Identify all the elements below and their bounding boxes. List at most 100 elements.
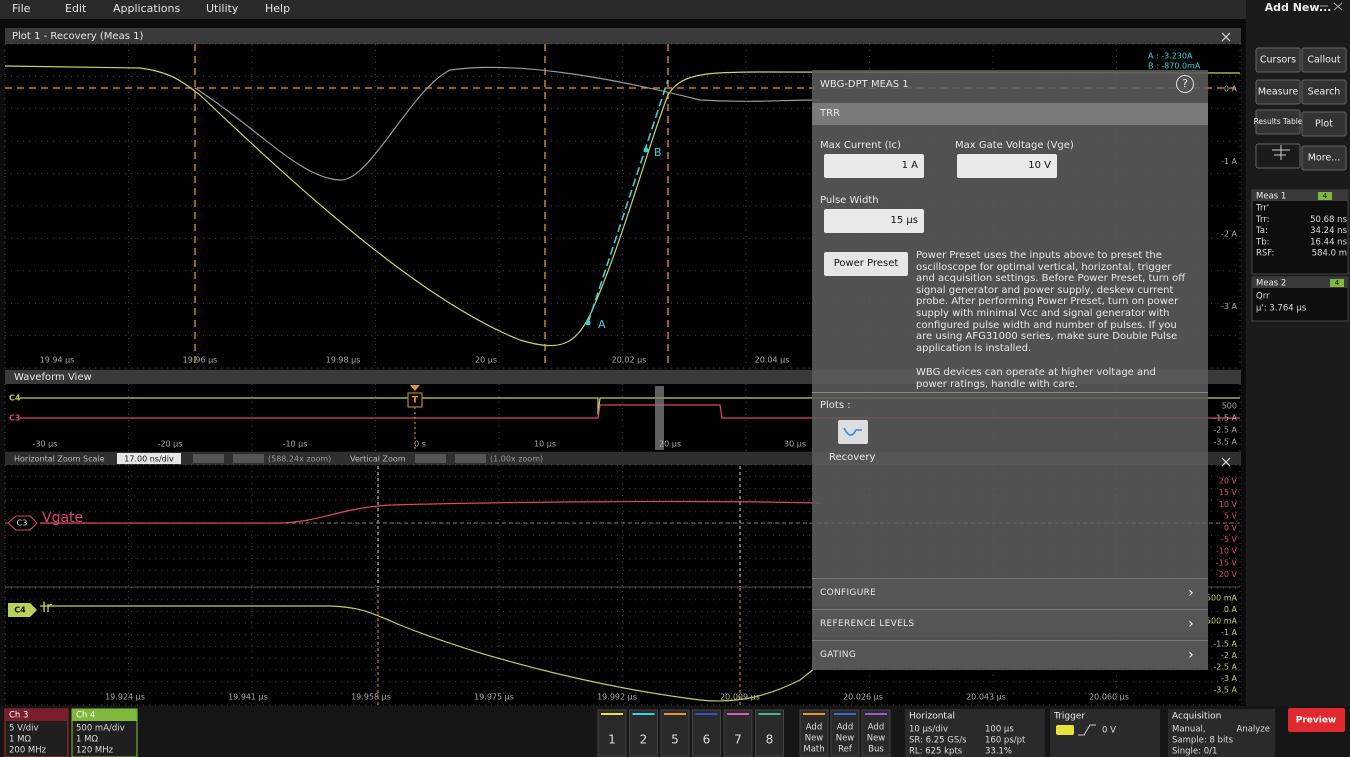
channel-setting: 1 MΩ — [9, 735, 31, 745]
x-tick-label: 30 µs — [784, 440, 806, 449]
y-tick-label: -2.5 A — [1213, 426, 1237, 435]
trace-label: Vgate — [42, 510, 83, 526]
slope-line — [587, 79, 669, 324]
window-controls[interactable] — [1320, 2, 1343, 11]
y-tick-label: -15 V — [1216, 558, 1238, 567]
meas-name: Trr' — [1255, 204, 1269, 214]
marker-dot — [585, 320, 591, 326]
meas-value: μ': 3.764 μs — [1256, 304, 1307, 314]
channel-badge: C4 — [14, 606, 26, 615]
add-new-button[interactable] — [830, 709, 860, 757]
meas-name: RSF: — [1256, 249, 1274, 259]
slot-button[interactable] — [660, 709, 690, 757]
slot-label: 8 — [766, 733, 774, 747]
add-new-label: Math — [803, 745, 824, 755]
zoom-step-button[interactable] — [455, 454, 486, 463]
horizontal-setting: SR: 6.25 GS/s — [909, 736, 967, 746]
slot-button[interactable] — [629, 709, 658, 757]
add-button[interactable] — [1255, 143, 1301, 169]
horizontal-setting: RL: 625 kpts — [909, 747, 963, 757]
zoom-step-button[interactable] — [415, 454, 446, 463]
close-icon[interactable] — [1221, 457, 1231, 467]
section-row[interactable]: REFERENCE LEVELS › — [812, 609, 1208, 637]
recovery-plot-button[interactable] — [838, 420, 868, 444]
x-tick-label: 19.98 µs — [326, 356, 361, 365]
add-new-label: Bus — [868, 745, 884, 755]
ir-trace — [40, 605, 816, 702]
acquisition-setting: Analyze — [1237, 725, 1271, 735]
zoom-window[interactable] — [655, 386, 664, 450]
channel-setting: 1 MΩ — [76, 735, 98, 745]
current-trace — [4, 65, 1241, 347]
channel-title: Ch 4 — [76, 711, 95, 721]
help-icon[interactable]: ? — [1176, 75, 1194, 93]
y-tick-label: 500 mA — [1206, 594, 1238, 603]
add-button[interactable] — [1301, 145, 1347, 171]
add-button[interactable] — [1301, 111, 1347, 137]
add-new-button[interactable] — [799, 709, 829, 757]
slot-button[interactable] — [597, 709, 627, 757]
zoom-step-button[interactable] — [233, 454, 264, 463]
slot-button[interactable] — [723, 709, 753, 757]
button-label: Callout — [1307, 55, 1341, 66]
add-new-label: Ref — [838, 745, 853, 755]
section-row[interactable]: GATING › — [812, 640, 1208, 668]
acquisition-setting: Single: 0/1 — [1172, 747, 1217, 757]
c3-badge — [7, 515, 38, 531]
button-label: Measure — [1258, 87, 1299, 98]
zoom-value: 17.00 ns/div — [124, 455, 174, 464]
y-tick-label: -2.5 A — [1213, 663, 1237, 672]
plot1-traces — [4, 32, 1241, 467]
menu-item: Help — [265, 2, 290, 15]
add-button[interactable] — [1255, 109, 1301, 135]
measurement-dialog: WBG-DPT MEAS 1 ? TRR Max Current (Ic) 1 … — [812, 70, 1208, 670]
y-tick-label: -20 V — [1216, 570, 1238, 579]
divider — [812, 392, 1208, 393]
meas1-box[interactable] — [1251, 189, 1349, 275]
zoom-step-button[interactable] — [193, 454, 224, 463]
slot-button[interactable] — [692, 709, 721, 757]
slot-label: 6 — [703, 733, 711, 747]
c4-badge — [8, 603, 37, 617]
meas-badge-label: 4 — [1335, 279, 1340, 287]
slot-label: 1 — [608, 733, 616, 747]
y-tick-label: -1.5 A — [1213, 414, 1237, 423]
add-button[interactable] — [1255, 47, 1301, 73]
y-tick-label: 20 V — [1219, 477, 1238, 486]
pulse-width-input[interactable]: 15 µs — [824, 209, 924, 233]
panel-title: Waveform View — [14, 372, 92, 383]
add-button[interactable] — [1301, 47, 1347, 73]
horizontal-box[interactable] — [905, 709, 1045, 757]
preview-button[interactable] — [1288, 708, 1345, 732]
chevron: › — [1188, 585, 1194, 601]
slot-button[interactable] — [755, 709, 784, 757]
add-button[interactable] — [1255, 79, 1301, 105]
x-tick-label: 20.009 µs — [720, 693, 760, 702]
close-icon[interactable] — [1221, 32, 1231, 42]
ch4-header — [72, 709, 137, 721]
x-tick-label: -10 µs — [283, 440, 308, 449]
max-current-input[interactable]: 1 A — [824, 154, 924, 178]
max-gate-input[interactable]: 10 V — [957, 154, 1057, 178]
meas-value: 16.44 ns — [1310, 237, 1347, 247]
add-button[interactable] — [1301, 79, 1347, 105]
y-tick-label: 500 — [1222, 402, 1237, 411]
trigger-level: 0 V — [1102, 726, 1116, 736]
add-new-button[interactable] — [861, 709, 891, 757]
channel-badge: C3 — [9, 414, 20, 423]
section-row[interactable]: CONFIGURE › — [812, 578, 1208, 606]
add-new-label: New — [867, 734, 886, 744]
meas-name: Trr: — [1255, 215, 1270, 225]
x-tick-label: 19.94 µs — [40, 356, 75, 365]
zoom-icon — [1272, 145, 1290, 160]
x-tick-label: -30 µs — [33, 440, 58, 449]
button-label: Plot — [1315, 119, 1333, 130]
acquisition-box[interactable] — [1168, 709, 1275, 757]
power-preset-button[interactable]: Power Preset — [824, 252, 908, 276]
y-tick-label: -3 A — [1221, 674, 1238, 683]
meas-value: 584.0 m — [1312, 249, 1347, 259]
slot-label: 7 — [734, 733, 742, 747]
zoom-label: Horizontal Zoom Scale — [14, 455, 105, 464]
ch3-header — [5, 709, 68, 721]
zoom-value-box — [117, 453, 181, 464]
